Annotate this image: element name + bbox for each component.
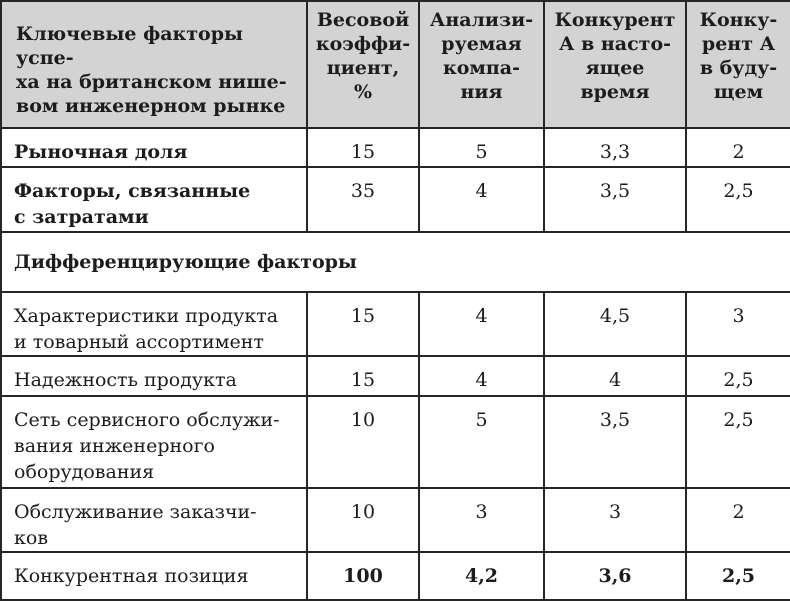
cell-competitor-future: 2 — [685, 127, 790, 168]
table-row: Факторы, связанные с затратами 35 4 3,5 … — [0, 166, 790, 233]
cell-company: 4 — [418, 291, 545, 357]
cell-weight: 15 — [306, 355, 420, 397]
total-row: Конкурентная позиция 100 4,2 3,6 2,5 — [0, 551, 790, 601]
table-row: Рыночная доля 15 5 3,3 2 — [0, 127, 790, 168]
cell-competitor-future: 2,5 — [685, 355, 790, 397]
table-row: Обслуживание заказчи- ков 10 3 3 2 — [0, 487, 790, 553]
cell-competitor-future: 2,5 — [685, 166, 790, 233]
table-row: Надежность продукта 15 4 4 2,5 — [0, 355, 790, 397]
row-label: Характеристики продукта и товарный ассор… — [0, 291, 308, 357]
header-key-factors: Ключевые факторы успе- ха на британском … — [0, 0, 308, 129]
cell-company: 3 — [418, 487, 545, 553]
cell-company: 4 — [418, 166, 545, 233]
cell-weight: 10 — [306, 487, 420, 553]
section-row: Дифференцирующие факторы — [0, 231, 790, 293]
cell-competitor-now: 4 — [543, 355, 687, 397]
cell-weight: 100 — [306, 551, 420, 601]
cell-company: 4,2 — [418, 551, 545, 601]
cell-competitor-now: 3,5 — [543, 395, 687, 489]
cell-company: 4 — [418, 355, 545, 397]
table-row: Сеть сервисного обслужи- вания инженерно… — [0, 395, 790, 489]
cell-competitor-now: 4,5 — [543, 291, 687, 357]
cell-weight: 10 — [306, 395, 420, 489]
cell-competitor-now: 3,5 — [543, 166, 687, 233]
cell-weight: 15 — [306, 127, 420, 168]
header-competitor-now: Конкурент А в насто- ящее время — [543, 0, 687, 129]
row-label: Факторы, связанные с затратами — [0, 166, 308, 233]
cell-competitor-now: 3 — [543, 487, 687, 553]
cell-competitor-now: 3,6 — [543, 551, 687, 601]
row-label: Надежность продукта — [0, 355, 308, 397]
row-label: Сеть сервисного обслужи- вания инженерно… — [0, 395, 308, 489]
table-row: Характеристики продукта и товарный ассор… — [0, 291, 790, 357]
section-title: Дифференцирующие факторы — [0, 231, 790, 293]
cell-competitor-future: 2 — [685, 487, 790, 553]
cell-competitor-future: 2,5 — [685, 551, 790, 601]
cell-weight: 15 — [306, 291, 420, 357]
row-label: Рыночная доля — [0, 127, 308, 168]
header-competitor-future: Конку- рент А в буду- щем — [685, 0, 790, 129]
cell-weight: 35 — [306, 166, 420, 233]
row-label: Обслуживание заказчи- ков — [0, 487, 308, 553]
cell-competitor-future: 3 — [685, 291, 790, 357]
cell-competitor-now: 3,3 — [543, 127, 687, 168]
row-label: Конкурентная позиция — [0, 551, 308, 601]
header-row: Ключевые факторы успе- ха на британском … — [0, 0, 790, 129]
cell-company: 5 — [418, 395, 545, 489]
header-weight: Весовой коэффи- циент, % — [306, 0, 420, 129]
cell-competitor-future: 2,5 — [685, 395, 790, 489]
cell-company: 5 — [418, 127, 545, 168]
header-analyzed-company: Анализи- руемая компа- ния — [418, 0, 545, 129]
